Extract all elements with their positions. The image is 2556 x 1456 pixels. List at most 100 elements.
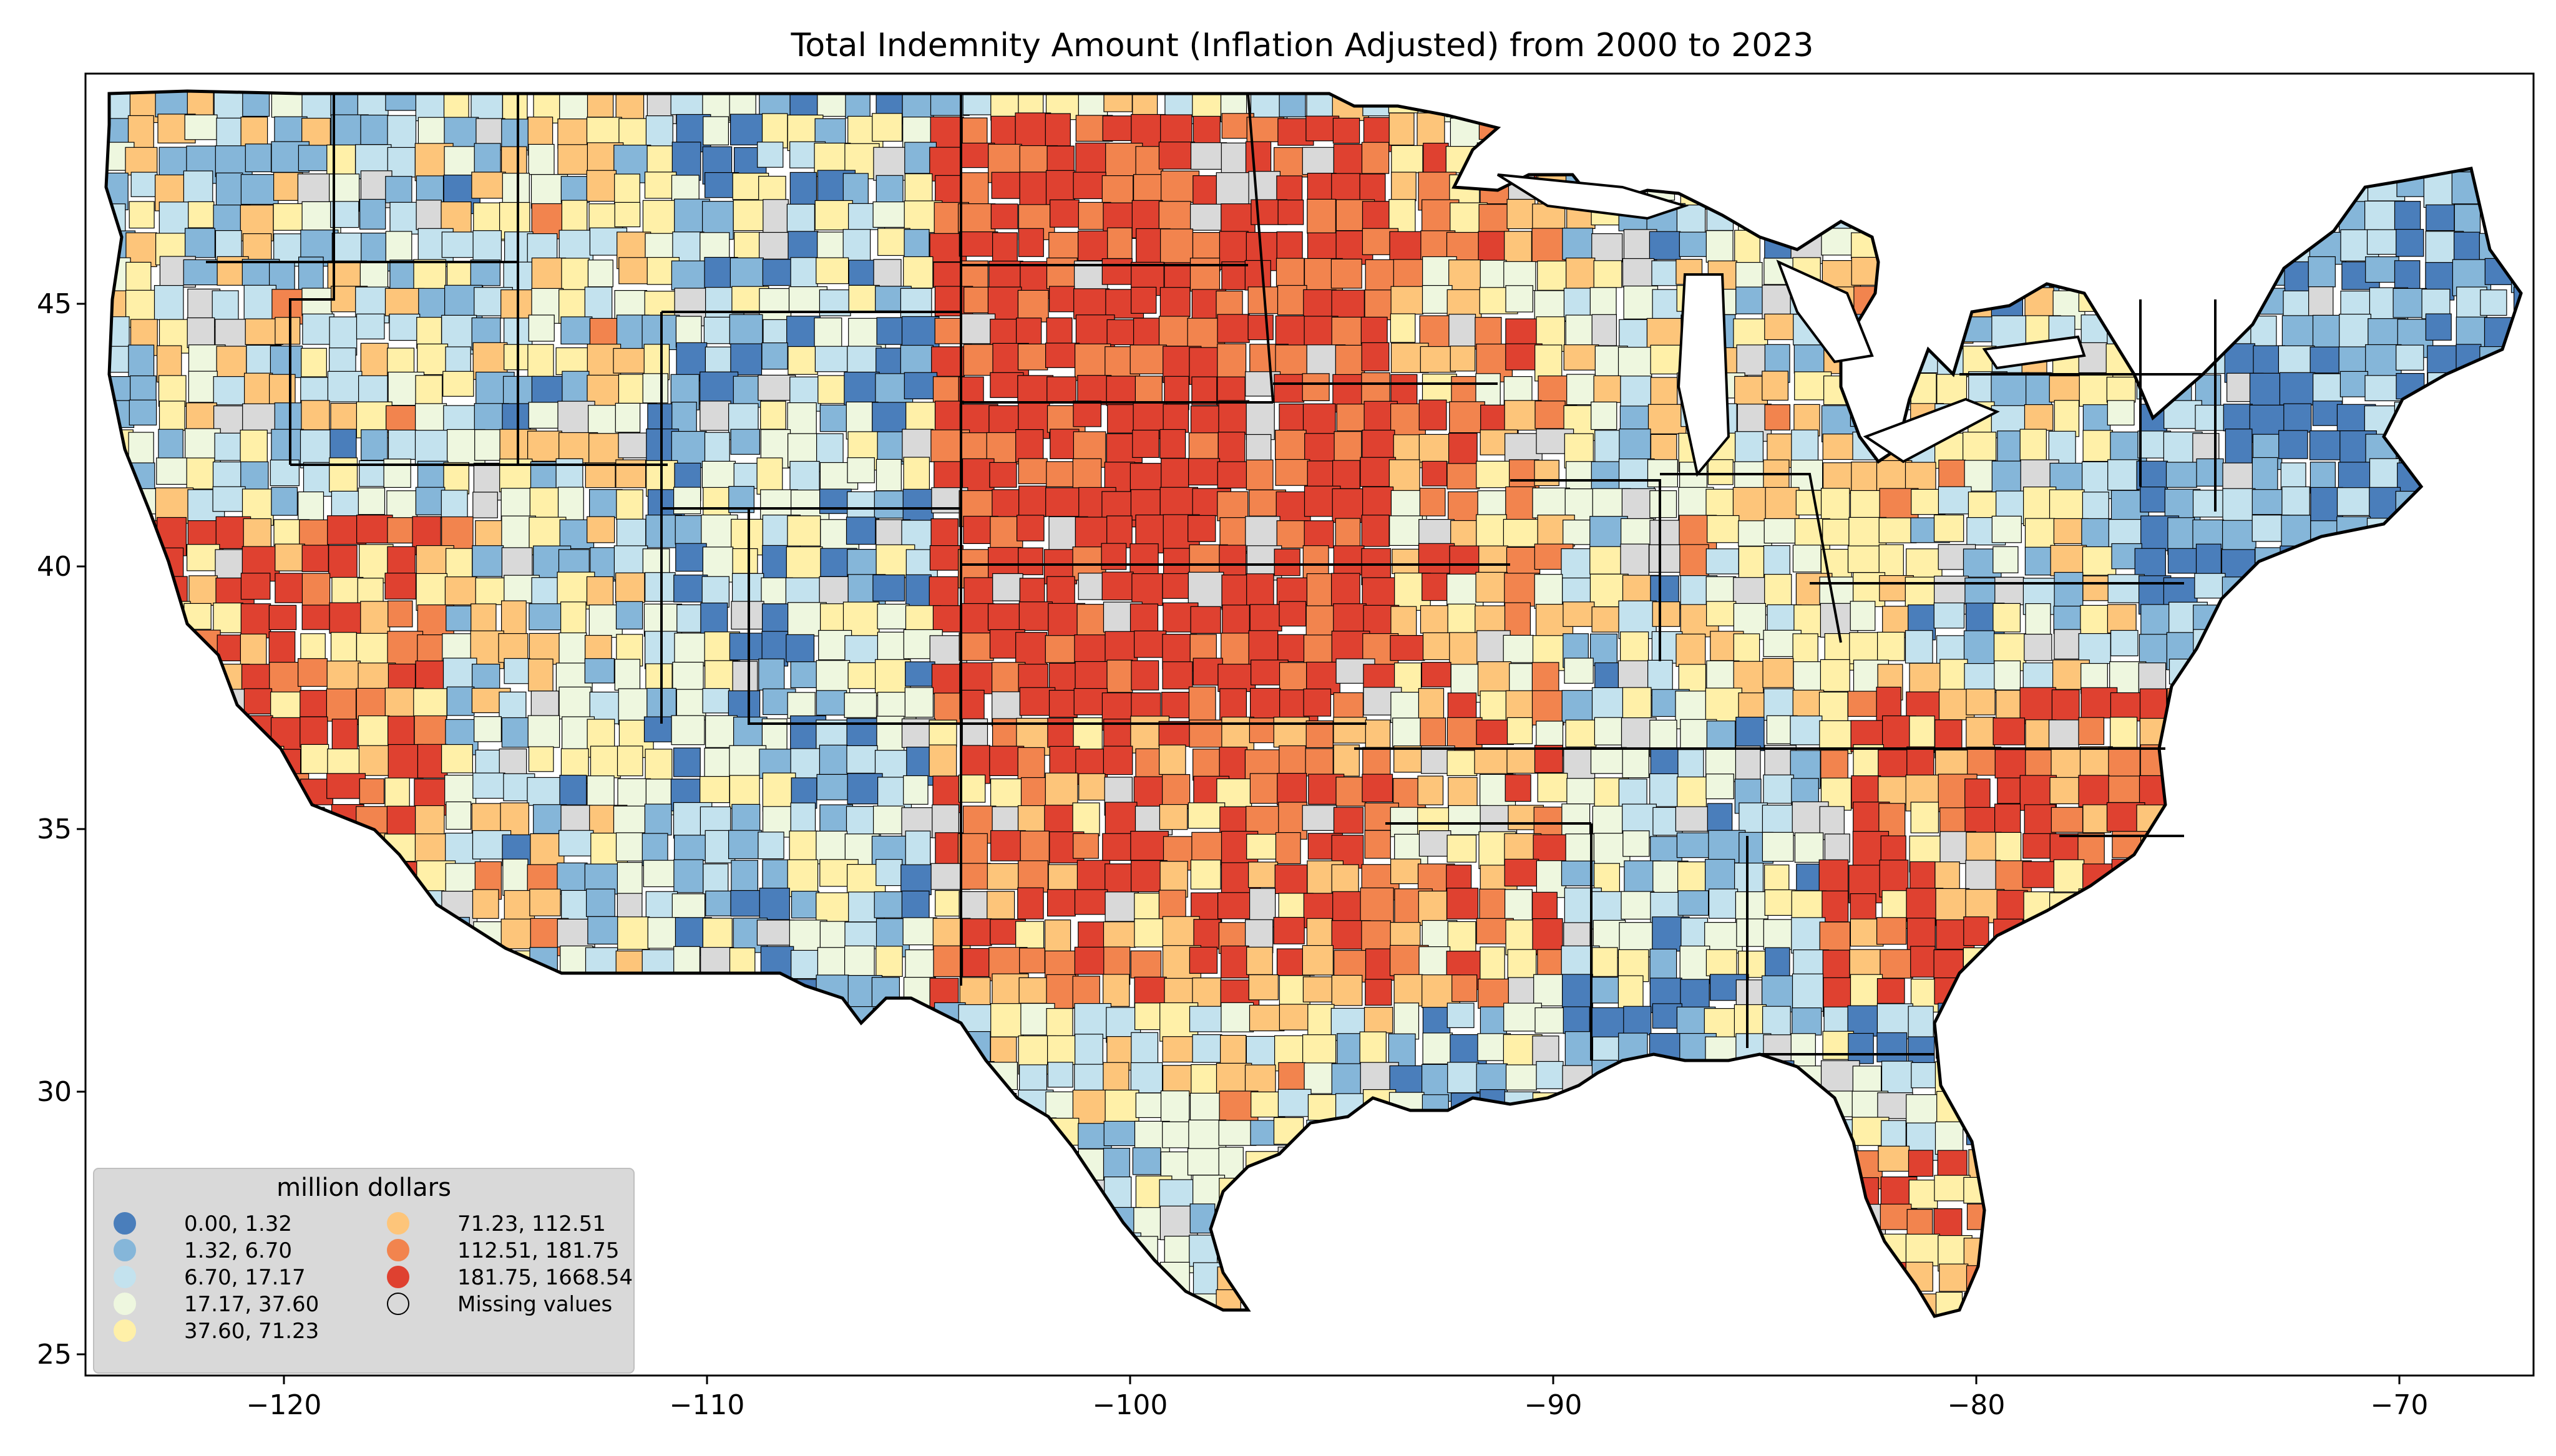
county <box>791 949 821 979</box>
county <box>2454 1089 2487 1119</box>
county <box>441 1094 476 1130</box>
county <box>2397 1262 2431 1299</box>
x-axis: −120 −110 −100 −90 −80 −70 <box>246 1376 2428 1421</box>
county <box>1216 1234 1245 1264</box>
county <box>1617 660 1649 689</box>
county <box>2313 688 2344 719</box>
county <box>901 890 930 920</box>
county <box>1590 1294 1617 1316</box>
county <box>1503 634 1534 663</box>
county <box>2393 747 2427 778</box>
county <box>2422 403 2451 440</box>
county <box>2482 371 2508 404</box>
county <box>2512 689 2521 727</box>
county <box>2427 745 2467 782</box>
county <box>1304 1265 1342 1296</box>
county <box>1848 1032 1874 1064</box>
county <box>2425 1323 2452 1356</box>
county <box>471 172 506 199</box>
county <box>1733 318 1768 349</box>
county <box>2394 1233 2421 1265</box>
county <box>816 1323 853 1347</box>
county <box>729 1237 765 1264</box>
county <box>1131 660 1159 691</box>
county <box>1908 1150 1934 1177</box>
county <box>901 316 940 349</box>
county <box>2338 1123 2369 1152</box>
county <box>2166 142 2206 172</box>
county <box>1762 658 1794 688</box>
county <box>700 400 731 431</box>
county <box>356 515 393 544</box>
county <box>1305 1205 1345 1243</box>
county <box>673 747 701 777</box>
legend-label: 37.60, 71.23 <box>184 1319 319 1344</box>
county <box>1792 545 1822 573</box>
county <box>2193 778 2220 814</box>
county <box>2425 142 2462 172</box>
county <box>2253 750 2285 784</box>
county <box>557 1006 585 1046</box>
county <box>1617 975 1644 1009</box>
county <box>386 1007 421 1034</box>
county <box>871 1264 899 1298</box>
county <box>1534 114 1564 152</box>
county <box>2510 91 2521 112</box>
county <box>2308 256 2336 288</box>
county <box>787 1320 822 1353</box>
county <box>415 920 444 948</box>
county <box>872 113 903 142</box>
county <box>418 1089 456 1127</box>
county <box>817 375 848 404</box>
county <box>1997 172 2025 209</box>
county <box>1451 974 1478 1002</box>
county <box>154 285 184 321</box>
county <box>444 974 479 1013</box>
county <box>442 950 474 988</box>
county <box>212 893 250 932</box>
county <box>2254 976 2283 1009</box>
county <box>816 1117 847 1154</box>
county <box>127 634 154 672</box>
county <box>1966 230 2006 263</box>
county <box>645 1004 673 1044</box>
county <box>1302 403 1336 437</box>
county <box>617 778 651 808</box>
county <box>326 660 361 692</box>
county <box>1335 1292 1362 1316</box>
county <box>2513 1290 2521 1316</box>
county <box>1188 802 1226 829</box>
county <box>215 858 249 887</box>
county <box>2254 633 2281 664</box>
county <box>671 142 701 181</box>
county <box>1508 91 1537 122</box>
county <box>1279 601 1307 627</box>
county <box>1158 201 1191 231</box>
county <box>1709 888 1739 919</box>
county <box>961 1090 996 1122</box>
county <box>642 548 670 575</box>
county <box>273 945 308 973</box>
county <box>1881 145 1915 183</box>
county <box>844 1205 871 1239</box>
county <box>1534 460 1559 487</box>
state-border <box>289 94 335 465</box>
county <box>2255 1324 2280 1362</box>
county <box>2338 1260 2371 1294</box>
county <box>301 288 333 316</box>
county <box>271 976 301 1007</box>
county <box>871 1293 904 1316</box>
county <box>1763 919 1795 950</box>
county <box>845 91 871 119</box>
county <box>472 230 502 262</box>
county <box>814 1208 849 1238</box>
county <box>2110 629 2139 657</box>
county <box>560 316 593 345</box>
county <box>2225 776 2257 803</box>
county <box>2454 832 2486 864</box>
county <box>2339 862 2377 891</box>
county <box>2050 1265 2084 1302</box>
county <box>642 373 668 404</box>
county <box>2396 430 2432 459</box>
